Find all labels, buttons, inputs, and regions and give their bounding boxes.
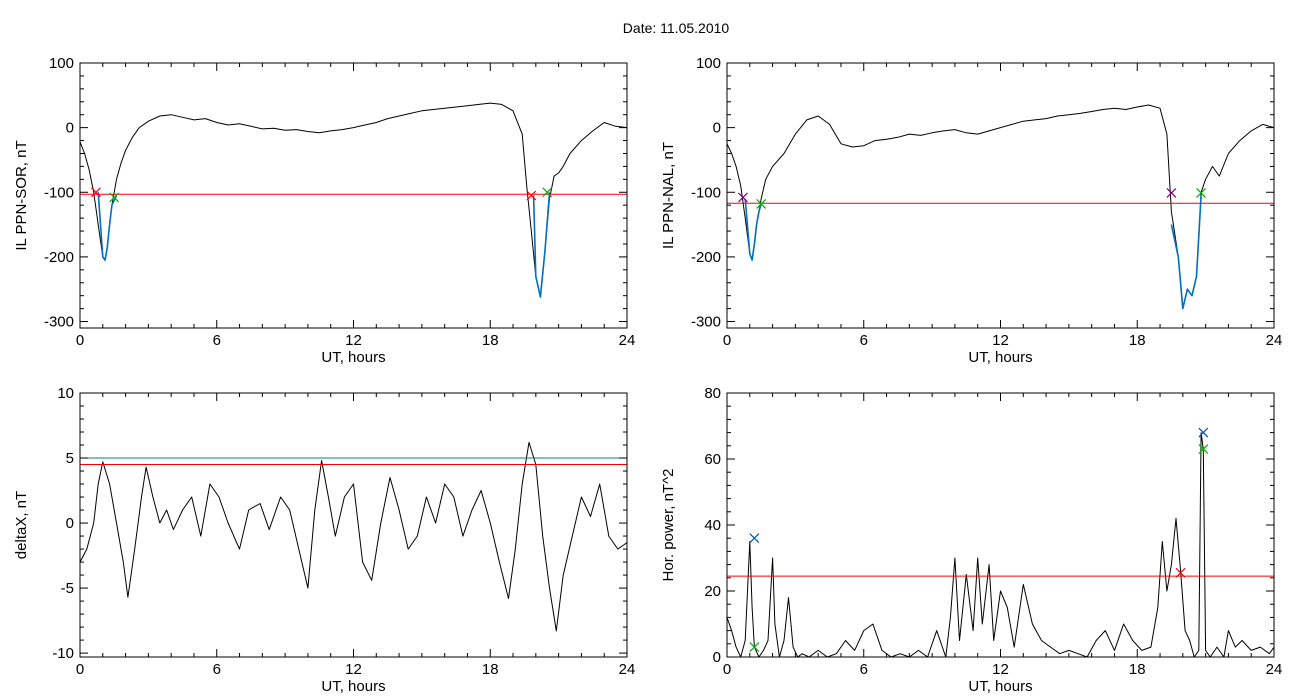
series-signal-0 (727, 432, 1274, 657)
marker-stroke (738, 192, 748, 203)
x-axis-label: UT, hours (321, 349, 385, 366)
marker-start_marker-2 (1166, 187, 1177, 198)
series-signal-0 (80, 441, 627, 632)
plot-area (80, 102, 627, 298)
marker-stroke (1198, 444, 1209, 455)
x-tick-label: 24 (1266, 332, 1283, 349)
x-tick-label: 12 (992, 332, 1009, 349)
plot-area (727, 427, 1274, 657)
chart-panel-4: 0 6 12 18 24 0 20 40 60 80 UT, hours Hor. power, nT… (660, 385, 1282, 695)
y-tick-label: 5 (66, 450, 74, 467)
marker-end_marker-3 (1196, 187, 1206, 198)
chart-panel-1: 0 6 12 18 24 -300 -200 -100 0 100 UT, hours IL PPN-… (13, 55, 635, 366)
x-tick-label: 18 (482, 332, 499, 349)
x-tick-label: 6 (213, 661, 221, 678)
y-tick-label: -5 (61, 580, 74, 597)
y-tick-label: 60 (704, 451, 721, 468)
marker-low_marker-4 (1198, 444, 1209, 455)
marker-peak_marker-0 (749, 533, 760, 544)
x-tick-label: 0 (723, 661, 731, 678)
y-tick-label: 0 (66, 120, 74, 137)
y-axis-label: IL PPN-SOR, nT (13, 140, 30, 250)
marker-peak_marker-3 (1198, 427, 1209, 438)
x-tick-label: 18 (1129, 332, 1146, 349)
marker-end_marker-1 (109, 192, 120, 203)
y-tick-label: 100 (696, 55, 721, 72)
x-tick-label: 18 (1129, 661, 1146, 678)
marker-end_marker-1 (756, 198, 767, 209)
y-axis-label: deltaX, nT (13, 491, 30, 559)
plot-frame (726, 392, 1275, 658)
plot-area (80, 441, 627, 632)
y-tick-label: 100 (49, 55, 74, 72)
marker-start_marker-0 (738, 192, 748, 203)
x-axis-label: UT, hours (968, 349, 1032, 366)
series-segment-1 (97, 192, 118, 261)
y-tick-label: -300 (44, 314, 74, 331)
x-tick-label: 0 (723, 332, 731, 349)
marker-stroke (542, 187, 553, 198)
y-tick-label: -300 (691, 314, 721, 331)
plot-frame (79, 62, 628, 329)
x-tick-label: 0 (76, 332, 84, 349)
series-signal-0 (80, 102, 627, 298)
marker-stroke (749, 642, 760, 653)
y-tick-label: -100 (691, 184, 721, 201)
x-tick-label: 24 (619, 332, 636, 349)
x-axis-label: UT, hours (968, 678, 1032, 695)
page-title: Date: 11.05.2010 (623, 20, 730, 36)
x-tick-label: 6 (860, 661, 868, 678)
y-tick-label: 0 (713, 649, 721, 666)
y-axis-label: Hor. power, nT^2 (660, 469, 677, 582)
chart-panel-3: 0 6 12 18 24 -10 -5 0 5 10 UT, hours deltaX, nT (13, 385, 635, 695)
x-tick-label: 6 (213, 332, 221, 349)
x-tick-label: 12 (345, 332, 362, 349)
x-tick-label: 0 (76, 661, 84, 678)
marker-stroke (749, 533, 760, 544)
y-tick-label: -100 (44, 184, 74, 201)
marker-stroke (526, 190, 537, 201)
x-tick-label: 18 (482, 661, 499, 678)
y-tick-label: 0 (713, 120, 721, 137)
marker-end_marker-3 (542, 187, 553, 198)
y-tick-label: 0 (66, 515, 74, 532)
series-signal-0 (727, 104, 1274, 310)
plot-frame (79, 392, 628, 658)
marker-stroke (1198, 427, 1209, 438)
y-tick-label: 10 (57, 385, 74, 402)
chart-panel-2: 0 6 12 18 24 -300 -200 -100 0 100 UT, hours IL PPN-… (660, 55, 1282, 366)
marker-stroke (91, 187, 101, 198)
y-tick-label: 20 (704, 583, 721, 600)
series-segment-2 (1170, 195, 1202, 310)
x-tick-label: 6 (860, 332, 868, 349)
x-tick-label: 24 (1266, 661, 1283, 678)
y-tick-label: 80 (704, 385, 721, 402)
y-tick-label: -10 (52, 645, 74, 662)
marker-stroke (1166, 187, 1177, 198)
x-tick-label: 12 (345, 661, 362, 678)
x-axis-label: UT, hours (321, 678, 385, 695)
marker-start_marker-0 (91, 187, 101, 198)
marker-start_marker-2 (526, 190, 537, 201)
y-tick-label: -200 (44, 249, 74, 266)
y-tick-label: -200 (691, 249, 721, 266)
y-axis-label: IL PPN-NAL, nT (660, 142, 677, 249)
series-segment-1 (744, 198, 762, 261)
marker-stroke (109, 192, 120, 203)
marker-stroke (1196, 187, 1206, 198)
y-tick-label: 40 (704, 517, 721, 534)
series-segment-2 (532, 192, 551, 298)
plot-area (727, 104, 1274, 310)
x-tick-label: 12 (992, 661, 1009, 678)
x-tick-label: 24 (619, 661, 636, 678)
marker-stroke (756, 198, 767, 209)
marker-stroke (1175, 567, 1186, 578)
marker-mid_marker-2 (1175, 567, 1186, 578)
marker-low_marker-1 (749, 642, 760, 653)
plot-frame (726, 62, 1275, 329)
